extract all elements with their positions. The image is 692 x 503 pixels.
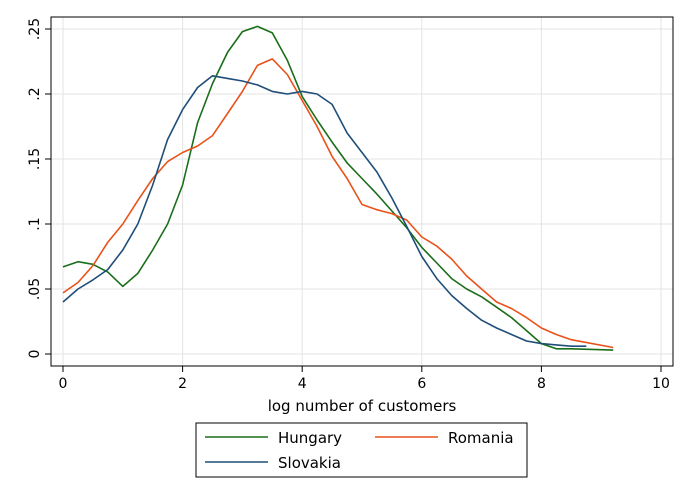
series-line-romania: [62, 58, 614, 349]
x-tick-label-2: 4: [298, 376, 307, 392]
legend-label-slovakia: Slovakia: [278, 454, 341, 472]
y-tick-label-3: .15: [27, 148, 43, 170]
series-line-hungary: [62, 25, 614, 351]
x-tick-label-3: 6: [417, 376, 426, 392]
y-tick-label-1: .05: [27, 278, 43, 300]
y-tick-label-0: 0: [27, 350, 43, 359]
x-axis-title: log number of customers: [268, 397, 457, 415]
y-tick-label-2: .1: [27, 217, 43, 230]
legend-label-romania: Romania: [448, 429, 514, 447]
legend-label-hungary: Hungary: [278, 429, 342, 447]
x-tick-label-0: 0: [59, 376, 68, 392]
plot-border: [50, 16, 674, 367]
x-tick-label-4: 8: [537, 376, 546, 392]
plot-area: [50, 16, 674, 367]
grid-lines: [51, 17, 673, 366]
series-lines: [62, 25, 614, 351]
x-tick-label-5: 10: [652, 376, 670, 392]
y-tick-label-5: .25: [27, 18, 43, 40]
legend-box: [195, 422, 528, 478]
y-tick-label-4: .2: [27, 87, 43, 100]
y-axis: 0 .05 .1 .15 .2 .25: [27, 18, 51, 359]
series-line-slovakia: [62, 75, 587, 348]
legend: Hungary Romania Slovakia: [195, 422, 528, 478]
x-tick-label-1: 2: [178, 376, 187, 392]
x-axis: 0 2 4 6 8 10: [59, 366, 670, 392]
